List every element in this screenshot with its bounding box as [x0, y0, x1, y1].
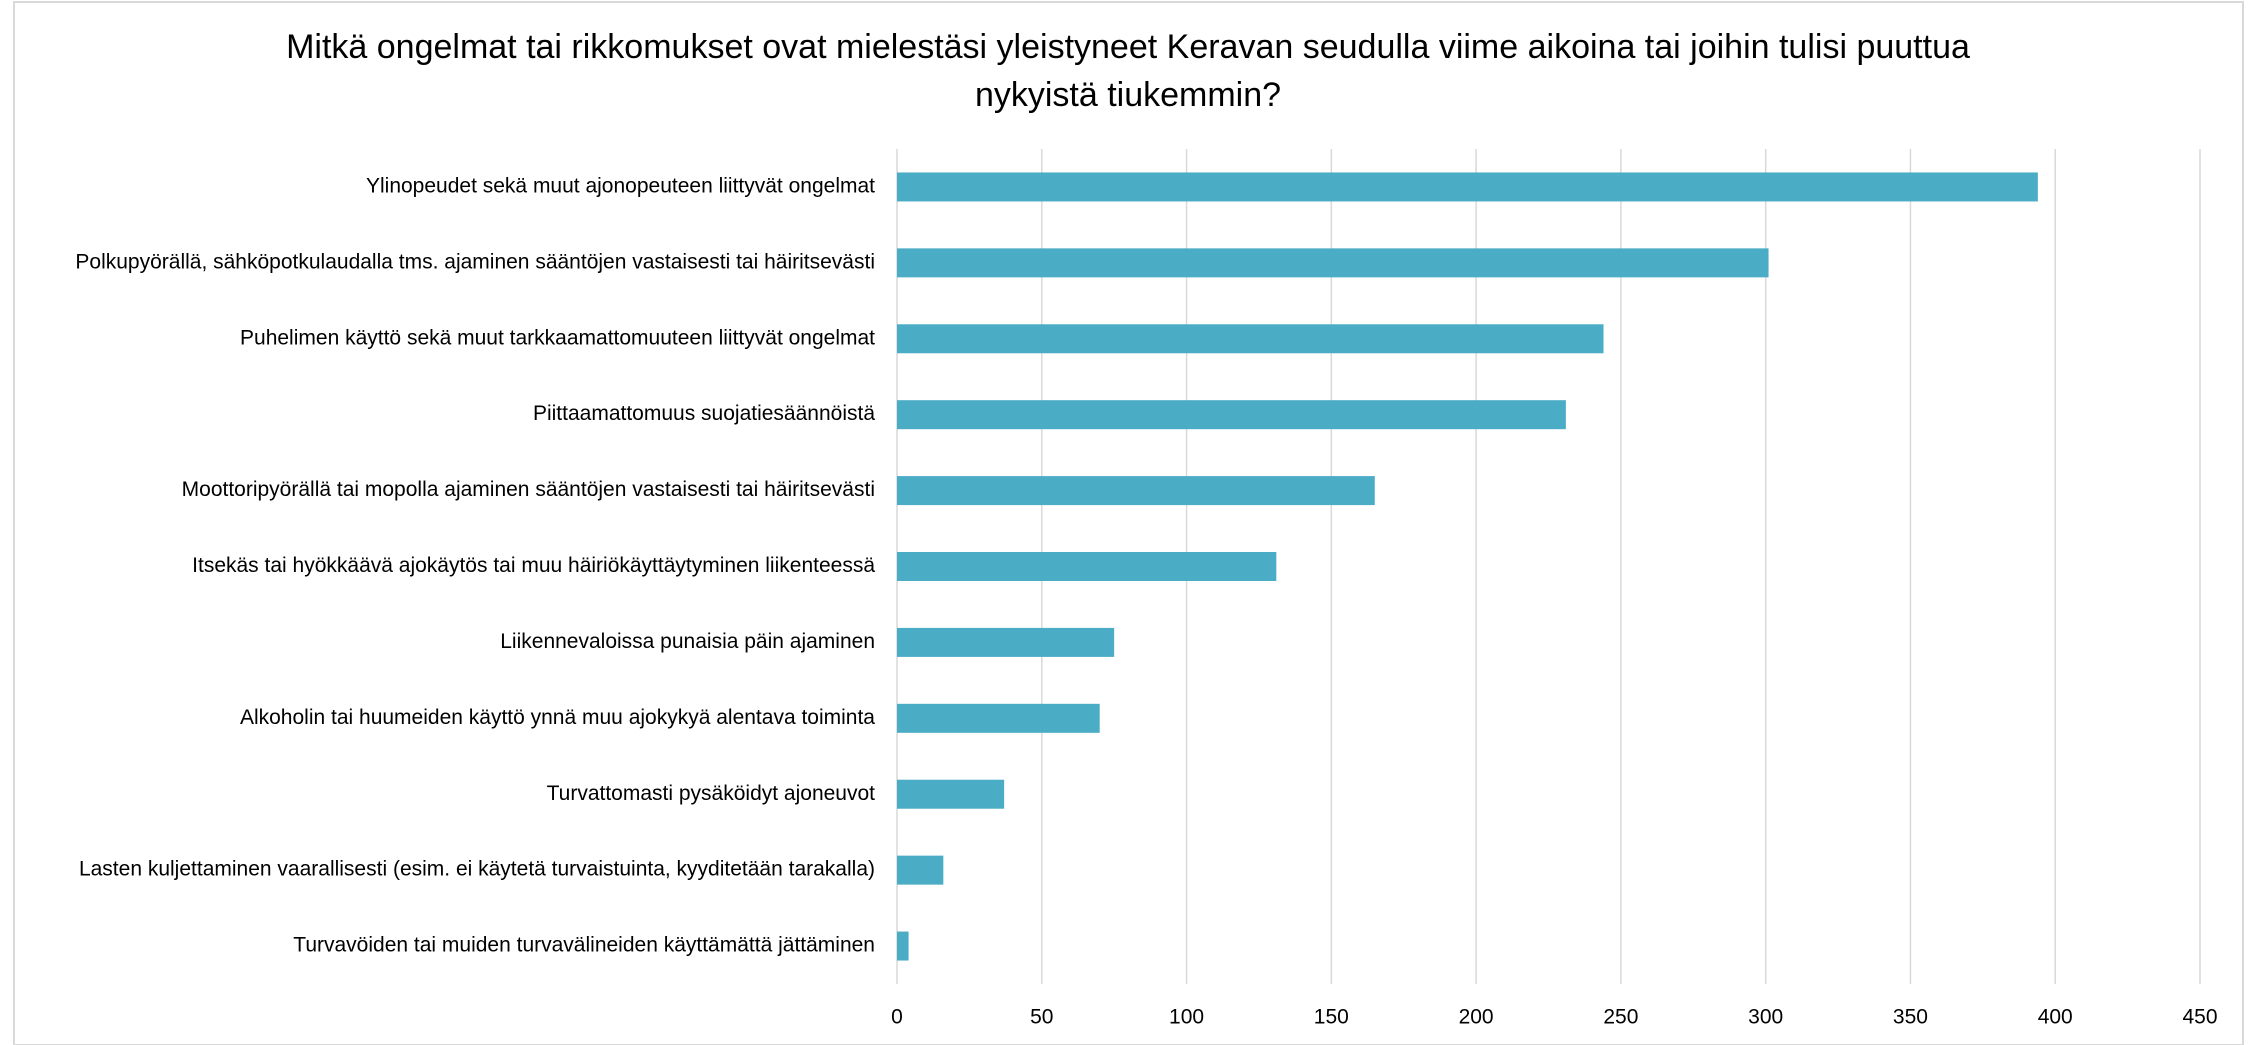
- bar: [897, 400, 1566, 430]
- y-tick-label: Lasten kuljettaminen vaarallisesti (esim…: [79, 858, 875, 881]
- bar: [897, 779, 1005, 809]
- y-tick-label: Turvavöiden tai muiden turvavälineiden k…: [293, 934, 875, 957]
- bar: [897, 552, 1277, 581]
- bar: [897, 855, 944, 885]
- x-tick-label: 0: [891, 1006, 903, 1029]
- bar: [897, 248, 1769, 278]
- y-tick-label: Polkupyörällä, sähköpotkulaudalla tms. a…: [75, 250, 875, 273]
- y-tick-label: Puhelimen käyttö sekä muut tarkkaamattom…: [240, 326, 875, 349]
- chart-title: Mitkä ongelmat tai rikkomukset ovat miel…: [286, 28, 1970, 66]
- x-tick-label: 350: [1893, 1006, 1928, 1029]
- chart-title: nykyistä tiukemmin?: [975, 76, 1281, 114]
- x-tick-label: 450: [2182, 1006, 2217, 1029]
- y-tick-label: Piittaamattomuus suojatiesäännöistä: [533, 402, 875, 425]
- y-tick-label: Turvattomasti pysäköidyt ajoneuvot: [547, 782, 876, 805]
- x-tick-label: 400: [2038, 1006, 2073, 1029]
- x-tick-label: 50: [1030, 1006, 1053, 1029]
- x-tick-label: 200: [1459, 1006, 1494, 1029]
- x-tick-label: 100: [1169, 1006, 1204, 1029]
- y-tick-label: Itsekäs tai hyökkäävä ajokäytös tai muu …: [192, 554, 875, 577]
- bar: [897, 324, 1604, 354]
- chart-frame: [13, 1, 2244, 1045]
- y-tick-label: Alkoholin tai huumeiden käyttö ynnä muu …: [240, 706, 875, 729]
- bar: [897, 703, 1100, 733]
- bar: [897, 172, 2038, 202]
- bar: [897, 931, 909, 961]
- y-tick-label: Moottoripyörällä tai mopolla ajaminen sä…: [182, 478, 875, 501]
- bar: [897, 476, 1375, 506]
- x-tick-label: 300: [1748, 1006, 1783, 1029]
- y-tick-label: Ylinopeudet sekä muut ajonopeuteen liitt…: [366, 175, 875, 198]
- y-tick-label: Liikennevaloissa punaisia päin ajaminen: [500, 630, 875, 653]
- bar: [897, 627, 1115, 657]
- x-tick-label: 250: [1603, 1006, 1638, 1029]
- x-tick-label: 150: [1314, 1006, 1349, 1029]
